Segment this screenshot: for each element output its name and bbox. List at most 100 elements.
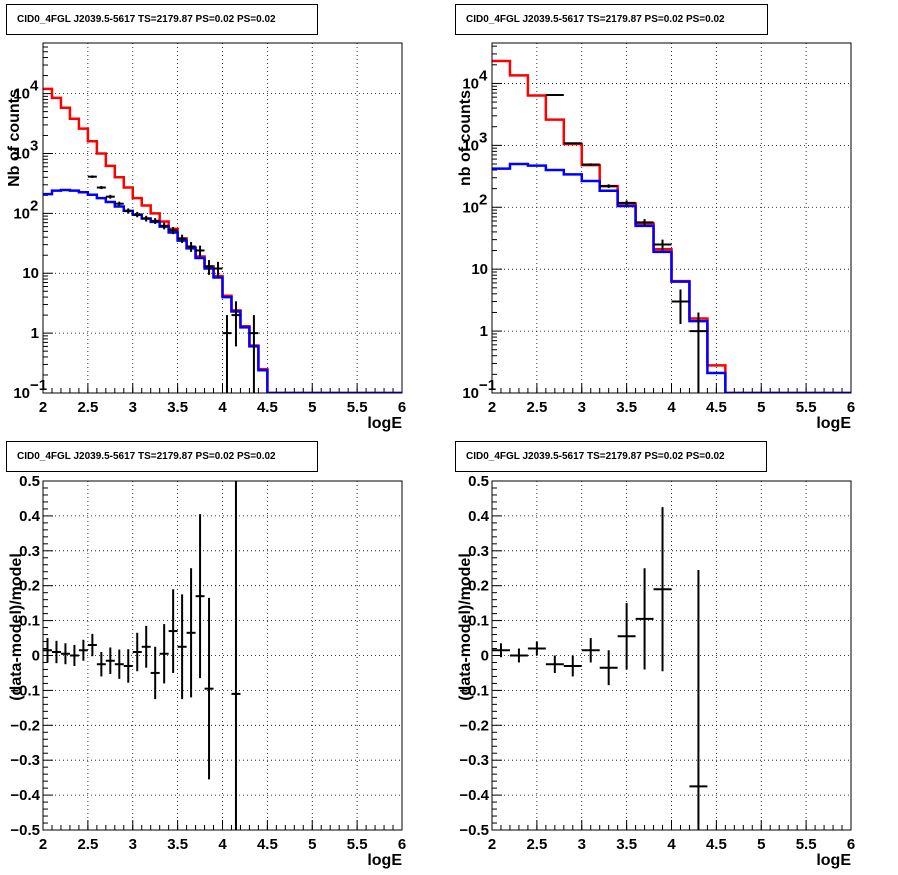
data-point [581,638,600,663]
data-point [671,289,690,325]
data-point [150,646,160,700]
y-tick-label: −0.2 [10,717,40,734]
data-point [78,639,88,661]
x-tick-label: 2.5 [526,399,547,416]
y-tick-label-exp: 3 [479,129,487,146]
data-point [204,597,214,780]
y-tick-label: −0.4 [459,787,489,804]
data-point [168,227,178,235]
x-tick-label: 2 [488,836,496,853]
title-box [455,4,768,35]
y-tick-label: −0.3 [10,752,40,769]
x-tick-label: 6 [398,836,406,853]
x-tick-label: 4.5 [257,836,278,853]
x-tick-label: 4 [218,836,227,853]
y-axis-title: Nb of counts [6,89,23,187]
data-point [159,222,169,230]
x-tick-label: 4 [218,399,227,416]
data-point [141,215,151,222]
data-point [231,301,241,347]
y-tick-label: −0.4 [10,787,40,804]
y-tick-label-exp: −1 [30,377,47,394]
y-tick-label: −0.1 [10,682,40,699]
data-point [51,640,61,664]
plot-area [492,507,708,830]
data-point [105,647,115,674]
y-tick-label: −0.3 [459,752,489,769]
data-point [132,632,142,672]
panel-bottom-left: CID0_4FGL J2039.5-5617 TS=2179.87 PS=0.0… [6,441,406,869]
data-point [150,218,160,224]
x-tick-label: 4 [667,836,676,853]
x-tick-label: 4 [667,399,676,416]
y-axis-title: (data-model)/model [457,553,474,701]
y-tick-label: 0.1 [19,613,40,630]
y-tick-label: −0.5 [459,822,489,839]
y-tick-label: 0.5 [19,473,40,490]
data-point [195,245,205,257]
y-tick-label: −0.5 [10,822,40,839]
x-axis-title: logE [367,415,402,432]
data-point [545,94,564,97]
chart-title: CID0_4FGL J2039.5-5617 TS=2179.87 PS=0.0… [17,14,276,25]
data-point [249,315,259,393]
panel-top-left: CID0_4FGL J2039.5-5617 TS=2179.87 PS=0.0… [6,4,406,432]
plot-frame [42,480,403,831]
x-tick-label: 5 [757,836,765,853]
x-tick-label: 5 [757,399,765,416]
data-point [617,200,636,206]
y-tick-label: 0.1 [468,613,489,630]
data-point [653,507,672,672]
x-tick-label: 2 [39,836,47,853]
data-point [231,481,241,830]
chart-title: CID0_4FGL J2039.5-5617 TS=2179.87 PS=0.0… [466,14,725,25]
x-tick-label: 2 [488,399,496,416]
y-tick-label-base: 10 [13,86,30,103]
data-point [509,648,528,663]
plot-area [492,59,851,393]
x-tick-label: 2.5 [526,836,547,853]
plot-frame [491,42,852,394]
y-tick-label: 0.4 [19,508,41,525]
data-point [599,650,618,686]
data-point [96,186,106,190]
y-tick-label-base: 10 [13,145,30,162]
x-tick-label: 6 [847,399,855,416]
y-tick-label: 0.3 [468,543,489,560]
data-point [87,175,97,178]
x-tick-label: 3 [129,399,137,416]
data-point [195,514,205,679]
y-tick-label-base: 10 [13,385,30,402]
data-point [186,568,196,698]
x-tick-label: 5 [308,836,316,853]
x-tick-label: 2.5 [77,399,98,416]
y-tick-label: 1 [480,323,488,340]
data-point [689,569,708,830]
y-tick-label-exp: 3 [30,137,38,154]
panel-top-right: CID0_4FGL J2039.5-5617 TS=2179.87 PS=0.0… [455,4,855,432]
x-tick-label: 5.5 [796,399,817,416]
data-point [132,211,142,218]
data-point [617,603,636,670]
plot-area [43,87,402,393]
data-point [105,194,115,199]
y-axis-title: (data-model)/model [8,553,25,701]
data-point [168,589,178,673]
x-tick-label: 3.5 [167,836,188,853]
data-point [96,652,106,677]
data-point [114,649,124,679]
y-tick-label: 0.2 [468,578,489,595]
data-point [222,315,232,393]
data-point [123,649,133,683]
x-axis-title: logE [816,415,851,432]
chart-title: CID0_4FGL J2039.5-5617 TS=2179.87 PS=0.0… [17,451,276,462]
title-box [6,4,318,35]
data-point [563,655,582,677]
data-point [545,655,564,673]
y-tick-label-base: 10 [462,137,479,154]
y-tick-label: 0.2 [19,578,40,595]
x-tick-label: 3.5 [616,836,637,853]
data-point [563,142,582,145]
data-point [141,625,151,668]
y-tick-label-base: 10 [462,385,479,402]
